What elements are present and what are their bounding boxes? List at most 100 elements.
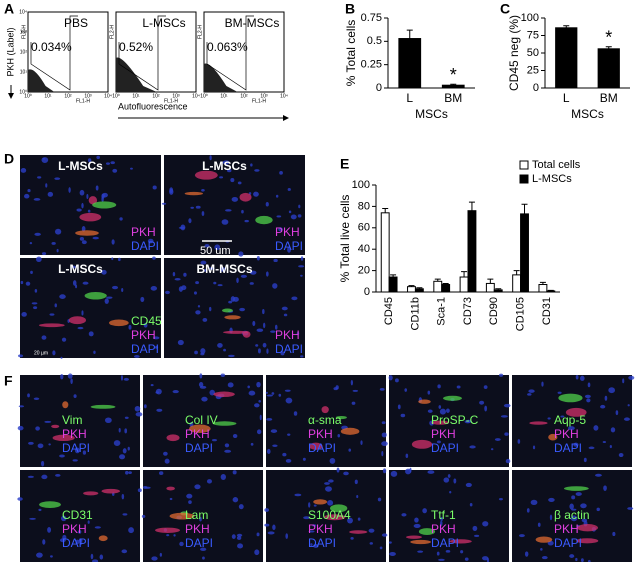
nucleus — [194, 484, 201, 490]
y-axis-label: CD45 neg (%) — [507, 15, 521, 91]
nucleus — [127, 446, 130, 451]
nucleus — [540, 548, 543, 551]
y-tick-label: 80 — [358, 200, 370, 212]
nucleus — [351, 401, 356, 405]
stain-label: DAPI — [131, 342, 159, 356]
nucleus — [254, 549, 260, 556]
cell-signal — [39, 501, 61, 509]
nucleus — [265, 201, 269, 207]
nucleus — [588, 446, 595, 450]
nucleus — [60, 373, 64, 380]
nucleus — [360, 440, 363, 445]
panel-label: A — [4, 1, 14, 17]
nucleus — [79, 538, 83, 542]
micrograph — [20, 155, 161, 255]
nucleus — [447, 474, 451, 478]
nucleus — [228, 354, 235, 358]
nucleus — [128, 324, 132, 330]
nucleus — [390, 470, 398, 477]
nucleus — [224, 443, 230, 448]
nucleus — [231, 196, 239, 202]
nucleus — [519, 534, 525, 538]
nucleus — [310, 543, 313, 546]
nucleus — [414, 517, 419, 523]
cell-signal — [166, 486, 175, 491]
nucleus — [122, 513, 128, 516]
nucleus — [570, 527, 573, 530]
gate — [30, 15, 78, 91]
nucleus — [42, 539, 46, 545]
nucleus — [42, 157, 45, 160]
nucleus — [41, 460, 45, 467]
nucleus — [482, 521, 489, 527]
cell-signal — [418, 528, 436, 536]
nucleus — [200, 260, 207, 265]
nucleus — [76, 208, 82, 212]
nucleus — [526, 508, 530, 513]
gate — [118, 15, 166, 91]
x-tick-label: L — [563, 91, 570, 105]
nucleus — [348, 448, 352, 452]
nucleus — [199, 373, 203, 379]
nucleus — [285, 397, 293, 404]
bar — [441, 84, 465, 89]
nucleus — [224, 449, 232, 453]
legend-swatch — [519, 160, 529, 170]
micrograph — [389, 375, 509, 467]
nucleus — [220, 267, 226, 272]
cell-signal — [406, 535, 422, 539]
nucleus — [17, 354, 24, 358]
plot-title: BM-MSCs — [225, 16, 280, 30]
tile-title: L-MSCs — [58, 262, 103, 276]
nucleus — [102, 192, 108, 198]
gate-percent: 0.52% — [119, 40, 153, 54]
micrograph — [20, 375, 140, 467]
nucleus — [401, 513, 407, 517]
decade: 10³ — [84, 93, 92, 99]
legend-label: L-MSCs — [532, 173, 572, 185]
nucleus — [465, 482, 472, 488]
nucleus — [121, 288, 124, 292]
nucleus — [298, 265, 305, 268]
nucleus — [201, 188, 205, 192]
micrograph — [143, 375, 263, 467]
nucleus — [71, 265, 76, 269]
error-bar — [547, 289, 554, 291]
nucleus — [219, 176, 224, 179]
nucleus — [368, 528, 375, 533]
nucleus — [200, 352, 205, 356]
nucleus — [284, 389, 291, 392]
nucleus — [352, 389, 359, 392]
stain-label: Lam — [185, 508, 208, 522]
nucleus — [35, 256, 42, 263]
nucleus — [227, 169, 232, 173]
nucleus — [313, 504, 317, 507]
bar — [467, 210, 477, 293]
error-bar — [416, 287, 423, 289]
nucleus — [603, 485, 607, 492]
y-tick-label: 0.5 — [367, 35, 382, 47]
nucleus — [282, 452, 287, 457]
nucleus — [134, 405, 141, 412]
nucleus — [195, 310, 201, 315]
nucleus — [33, 306, 38, 310]
scale-label: 20 µm — [34, 350, 48, 356]
nucleus — [222, 160, 230, 165]
nucleus — [291, 296, 298, 301]
nucleus — [279, 171, 283, 175]
y-tick-label: 0.75 — [361, 12, 382, 24]
nucleus — [575, 492, 582, 496]
nucleus — [272, 283, 278, 289]
nucleus — [579, 375, 585, 381]
error-bar — [434, 278, 441, 282]
nucleus — [438, 405, 442, 409]
cell-cloud — [116, 57, 157, 92]
nucleus — [285, 533, 289, 539]
nucleus — [494, 438, 501, 441]
error-bar — [406, 29, 413, 39]
nucleus — [627, 404, 630, 407]
y-tick-label: 0 — [364, 286, 370, 298]
nucleus — [82, 450, 87, 455]
nucleus — [300, 355, 304, 358]
nucleus — [381, 432, 387, 438]
